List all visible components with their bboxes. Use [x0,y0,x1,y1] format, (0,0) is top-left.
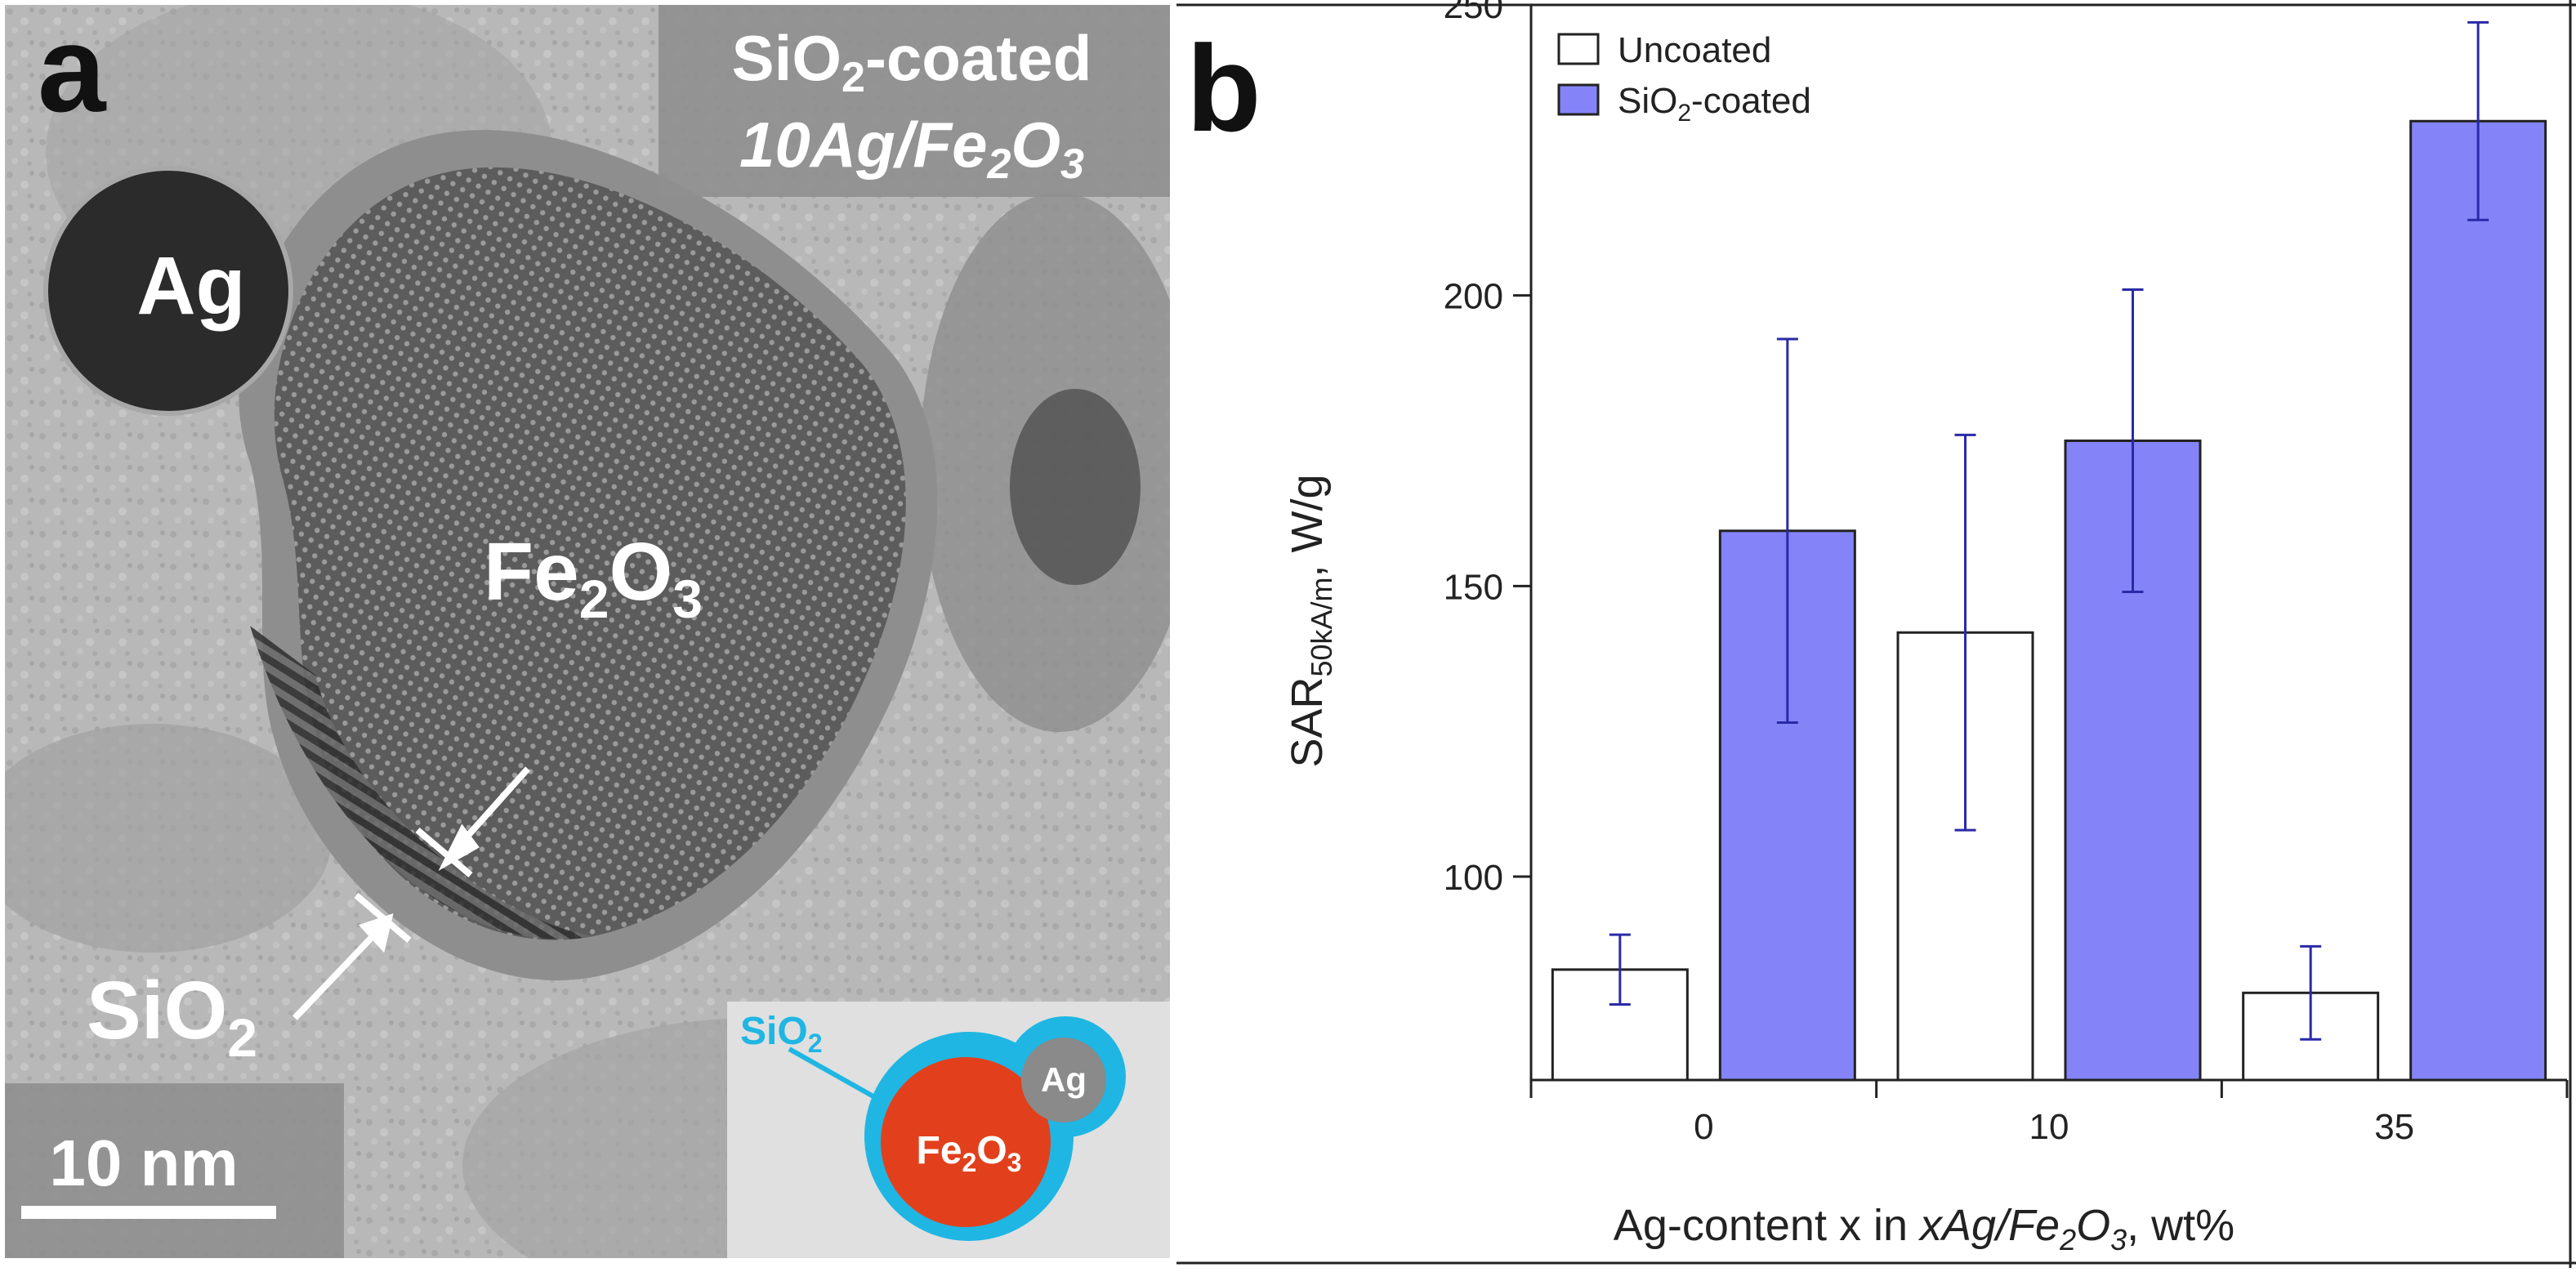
label-ag: Ag [136,240,245,332]
scale-bar [21,1206,276,1219]
legend: Uncoated SiO2-coated [1557,30,1811,127]
y-tick-label: 200 [1444,277,1503,317]
label-sio2: SiO2 [87,965,257,1068]
y-tick-label: 100 [1444,858,1503,898]
sio2-thickness-marker [292,766,530,1020]
sar-chart-panel: b 100 150 200 250 0 10 35 SAR50kA/m, W/g Ag-co… [1176,0,2576,1268]
caption-line-1: SiO2-coated [732,22,1092,101]
caption-box [659,5,1170,197]
x-tick-label: 35 [2374,1107,2414,1147]
fe2o3-particle [274,167,906,940]
x-axis-label: Ag-content x in xAg/Fe2O3, wt% [1614,1201,2234,1256]
x-tick-label: 0 [1694,1107,1713,1147]
inset-schematic: SiO2 Ag Fe2O3 [727,1002,1170,1258]
legend-swatch-uncoated [1557,33,1600,65]
y-tick-label: 250 [1444,0,1503,26]
tem-micrograph-panel: a SiO2-coated 10Ag/Fe2O3 Ag Fe2O3 SiO2 1… [0,0,1198,1272]
bar-coated-35 [2409,119,2547,1082]
caption-line-2: 10Ag/Fe2O3 [739,109,1084,188]
inset-label-sio2: SiO2 [740,1010,822,1058]
sar-bar-chart: b 100 150 200 250 0 10 35 SAR50kA/m, W/g Ag-co… [1176,0,2576,1268]
inset-label-fe2o3: Fe2O3 [917,1129,1022,1177]
legend-label-uncoated: Uncoated [1618,30,1771,70]
scale-bar-box [5,1083,344,1258]
panel-label-a: a [38,5,107,137]
scale-bar-label: 10 nm [49,1127,238,1199]
tem-image: a SiO2-coated 10Ag/Fe2O3 Ag Fe2O3 SiO2 1… [0,0,1198,1272]
inset-label-ag: Ag [1041,1060,1087,1099]
ag-particle [46,168,291,413]
legend-label-coated: SiO2-coated [1618,81,1811,127]
y-axis-label: SAR50kA/m, W/g [1283,474,1338,767]
x-tick-label: 10 [2029,1107,2069,1147]
panel-label-b: b [1186,20,1261,157]
label-fe2o3: Fe2O3 [484,526,703,629]
legend-swatch-coated [1557,83,1600,116]
y-tick-label: 150 [1444,567,1503,607]
inset-fe2o3-core [881,1057,1051,1227]
inset-ag-satellite [1021,1038,1106,1122]
